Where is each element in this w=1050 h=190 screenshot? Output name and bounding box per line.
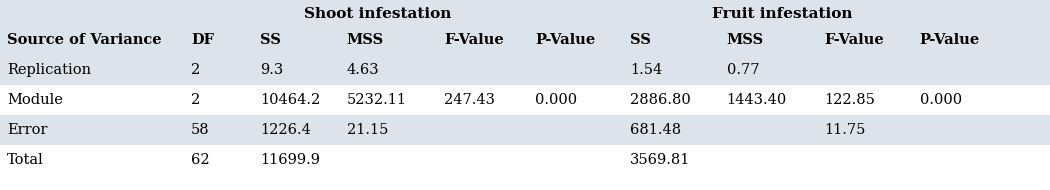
Text: F-Value: F-Value [444,33,504,47]
Text: SS: SS [260,33,281,47]
Text: 122.85: 122.85 [824,93,875,107]
Text: Module: Module [7,93,63,107]
Text: 0.000: 0.000 [536,93,578,107]
Text: 21.15: 21.15 [346,123,387,137]
Text: 0.000: 0.000 [920,93,962,107]
Text: 5232.11: 5232.11 [346,93,406,107]
Text: Fruit infestation: Fruit infestation [712,7,853,21]
Text: 247.43: 247.43 [444,93,496,107]
Text: 11699.9: 11699.9 [260,153,320,167]
Text: MSS: MSS [346,33,383,47]
Text: Source of Variance: Source of Variance [7,33,162,47]
Text: F-Value: F-Value [824,33,884,47]
Text: P-Value: P-Value [920,33,980,47]
Bar [0,0,1050,25]
Bar [0,145,1050,190]
Bar [0,25,1050,55]
Text: 10464.2: 10464.2 [260,93,320,107]
Text: 2: 2 [191,63,201,77]
Bar [0,115,1050,145]
Text: P-Value: P-Value [536,33,595,47]
Text: 62: 62 [191,153,210,167]
Text: 3569.81: 3569.81 [630,153,691,167]
Bar [0,55,1050,85]
Text: Shoot infestation: Shoot infestation [304,7,452,21]
Text: Replication: Replication [7,63,91,77]
Text: 681.48: 681.48 [630,123,681,137]
Text: 0.77: 0.77 [727,63,759,77]
Text: 1.54: 1.54 [630,63,663,77]
Text: 2886.80: 2886.80 [630,93,691,107]
Text: MSS: MSS [727,33,763,47]
Text: 1443.40: 1443.40 [727,93,786,107]
Text: Error: Error [7,123,48,137]
Text: DF: DF [191,33,214,47]
Text: 11.75: 11.75 [824,123,865,137]
Bar [0,85,1050,115]
Text: 1226.4: 1226.4 [260,123,311,137]
Text: 2: 2 [191,93,201,107]
Text: Total: Total [7,153,44,167]
Text: 58: 58 [191,123,210,137]
Text: 9.3: 9.3 [260,63,284,77]
Text: SS: SS [630,33,651,47]
Text: 4.63: 4.63 [346,63,379,77]
